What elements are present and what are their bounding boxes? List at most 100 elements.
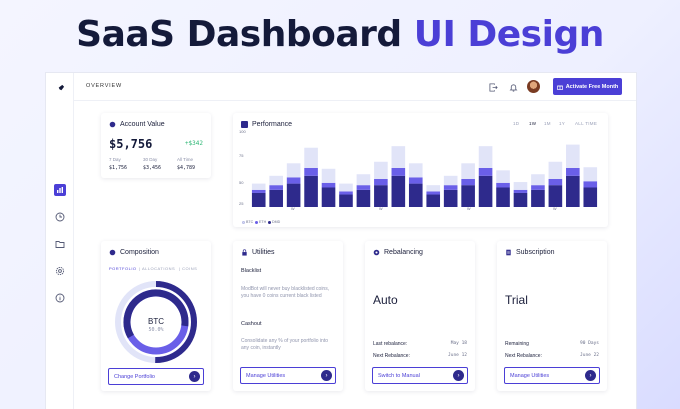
sidebar xyxy=(46,73,74,409)
stat-value: $4,789 xyxy=(177,165,196,171)
performance-card: Performance 1D 1W 1M 1Y ALL TIME 100 75 … xyxy=(233,113,608,227)
bar-segment-dmd xyxy=(566,175,580,207)
avatar[interactable] xyxy=(527,80,540,93)
bar-segment-eth xyxy=(461,178,475,186)
bar-segment-dmd xyxy=(513,192,528,207)
bar-segment-dmd xyxy=(496,187,510,207)
arrow-right-icon: › xyxy=(585,370,596,381)
next-rebalance-label: Next Rebalance: xyxy=(373,353,410,359)
subscription-card: Subscription Trial Remaining 90 Days Nex… xyxy=(497,241,607,391)
settings-icon[interactable] xyxy=(54,265,66,277)
chart-icon xyxy=(241,121,248,128)
lock-icon xyxy=(242,249,247,256)
range-1d[interactable]: 1D xyxy=(513,121,520,126)
manage-subscription-button[interactable]: Manage Utilities › xyxy=(504,367,600,384)
subscription-next-rebalance-label: Next Rebalance: xyxy=(505,353,542,359)
folder-icon[interactable] xyxy=(54,238,66,250)
bar-segment-btc xyxy=(478,146,493,168)
blacklist-description: ModBot will never buy blacklisted coins,… xyxy=(241,286,330,299)
activate-free-month-button[interactable]: Activate Free Month xyxy=(553,78,622,95)
composition-title: Composition xyxy=(120,249,159,256)
bar-segment-eth xyxy=(286,177,301,184)
bell-icon[interactable] xyxy=(507,81,519,93)
subscription-next-rebalance-value: June 22 xyxy=(580,353,599,358)
page-title: OVERVIEW xyxy=(86,83,122,89)
bar-segment-eth xyxy=(251,189,266,193)
tab-coins[interactable]: | COINS xyxy=(179,266,198,271)
document-icon xyxy=(506,249,511,256)
info-icon[interactable] xyxy=(54,292,66,304)
bar-segment-dmd xyxy=(391,175,406,207)
bar-segment-btc xyxy=(583,167,598,182)
tab-allocations[interactable]: | ALLOCATIONS xyxy=(139,266,176,271)
chart-bars-icon[interactable] xyxy=(54,184,66,196)
bar-segment-dmd xyxy=(531,189,545,207)
bar-segment-eth xyxy=(496,182,510,188)
bar-segment-btc xyxy=(251,183,266,190)
manage-subscription-label: Manage Utilities xyxy=(510,372,550,379)
stat-value: $3,456 xyxy=(143,165,162,171)
bar-segment-btc xyxy=(391,146,406,168)
logout-icon[interactable] xyxy=(487,81,499,93)
switch-to-manual-button[interactable]: Switch to Manual › xyxy=(372,367,468,384)
balance-icon xyxy=(373,249,380,256)
bar-segment-dmd xyxy=(286,183,301,207)
bar-segment-eth xyxy=(304,168,318,176)
last-rebalance-label: Last rebalance: xyxy=(373,341,408,347)
performance-title: Performance xyxy=(252,121,293,128)
bar-segment-btc xyxy=(461,163,475,179)
bar-segment-eth xyxy=(548,178,563,186)
bar-segment-eth xyxy=(513,189,528,193)
x-tick-label: W xyxy=(553,207,557,211)
tab-coins-label: COINS xyxy=(182,266,198,271)
legend-label: DMD xyxy=(272,220,281,224)
bar-segment-btc xyxy=(443,175,458,186)
account-title: Account Value xyxy=(120,121,165,128)
range-all-time[interactable]: ALL TIME xyxy=(575,121,598,126)
switch-to-manual-label: Switch to Manual xyxy=(378,372,420,379)
manage-utilities-button[interactable]: Manage Utilities › xyxy=(240,367,336,384)
clock-icon[interactable] xyxy=(54,211,66,223)
hero-title: SaaS Dashboard UI Design xyxy=(0,14,680,55)
y-tick-label: 75 xyxy=(239,153,244,158)
x-tick-label: W xyxy=(291,207,295,211)
legend-swatch xyxy=(242,220,245,224)
bar-segment-btc xyxy=(286,163,301,178)
change-portfolio-button[interactable]: Change Portfolio › xyxy=(108,368,204,385)
donut-center-label: BTC xyxy=(148,317,164,326)
arrow-right-icon: › xyxy=(453,370,464,381)
tab-allocations-label: ALLOCATIONS xyxy=(141,266,176,271)
range-1w[interactable]: 1W xyxy=(529,121,537,126)
range-1m[interactable]: 1M xyxy=(544,121,551,126)
bar-segment-eth xyxy=(408,177,423,184)
rebalancing-card: Rebalancing Auto Last rebalance: May 18 … xyxy=(365,241,475,391)
bar-segment-eth xyxy=(321,182,336,188)
subscription-plan: Trial xyxy=(505,293,528,307)
bar-segment-dmd xyxy=(408,183,423,207)
gift-icon xyxy=(556,85,563,90)
logo-icon[interactable] xyxy=(54,82,66,94)
bar-segment-eth xyxy=(478,168,493,176)
bar-segment-eth xyxy=(566,168,580,176)
bar-segment-btc xyxy=(513,182,528,190)
bar-segment-dmd xyxy=(304,175,318,207)
wallet-icon xyxy=(109,121,116,128)
stat-label: 7 Day xyxy=(109,157,121,162)
change-portfolio-label: Change Portfolio xyxy=(114,373,155,380)
tab-portfolio[interactable]: PORTFOLIO xyxy=(109,266,137,271)
performance-chart xyxy=(251,144,598,207)
bar-segment-btc xyxy=(566,144,580,168)
composition-card: Composition PORTFOLIO | ALLOCATIONS | CO… xyxy=(101,241,211,391)
cashout-heading: Cashout xyxy=(241,321,262,327)
bar-segment-btc xyxy=(374,161,388,179)
range-1y[interactable]: 1Y xyxy=(559,121,566,126)
account-value: $5,756 xyxy=(109,137,153,151)
bar-segment-btc xyxy=(339,183,353,192)
performance-card-title: Performance xyxy=(241,121,292,128)
bar-segment-eth xyxy=(531,185,545,190)
blacklist-heading: Blacklist xyxy=(241,268,262,274)
remaining-value: 90 Days xyxy=(580,341,599,346)
rebalancing-title: Rebalancing xyxy=(384,249,423,256)
bar-segment-btc xyxy=(321,168,336,183)
x-tick-label: W xyxy=(379,207,383,211)
